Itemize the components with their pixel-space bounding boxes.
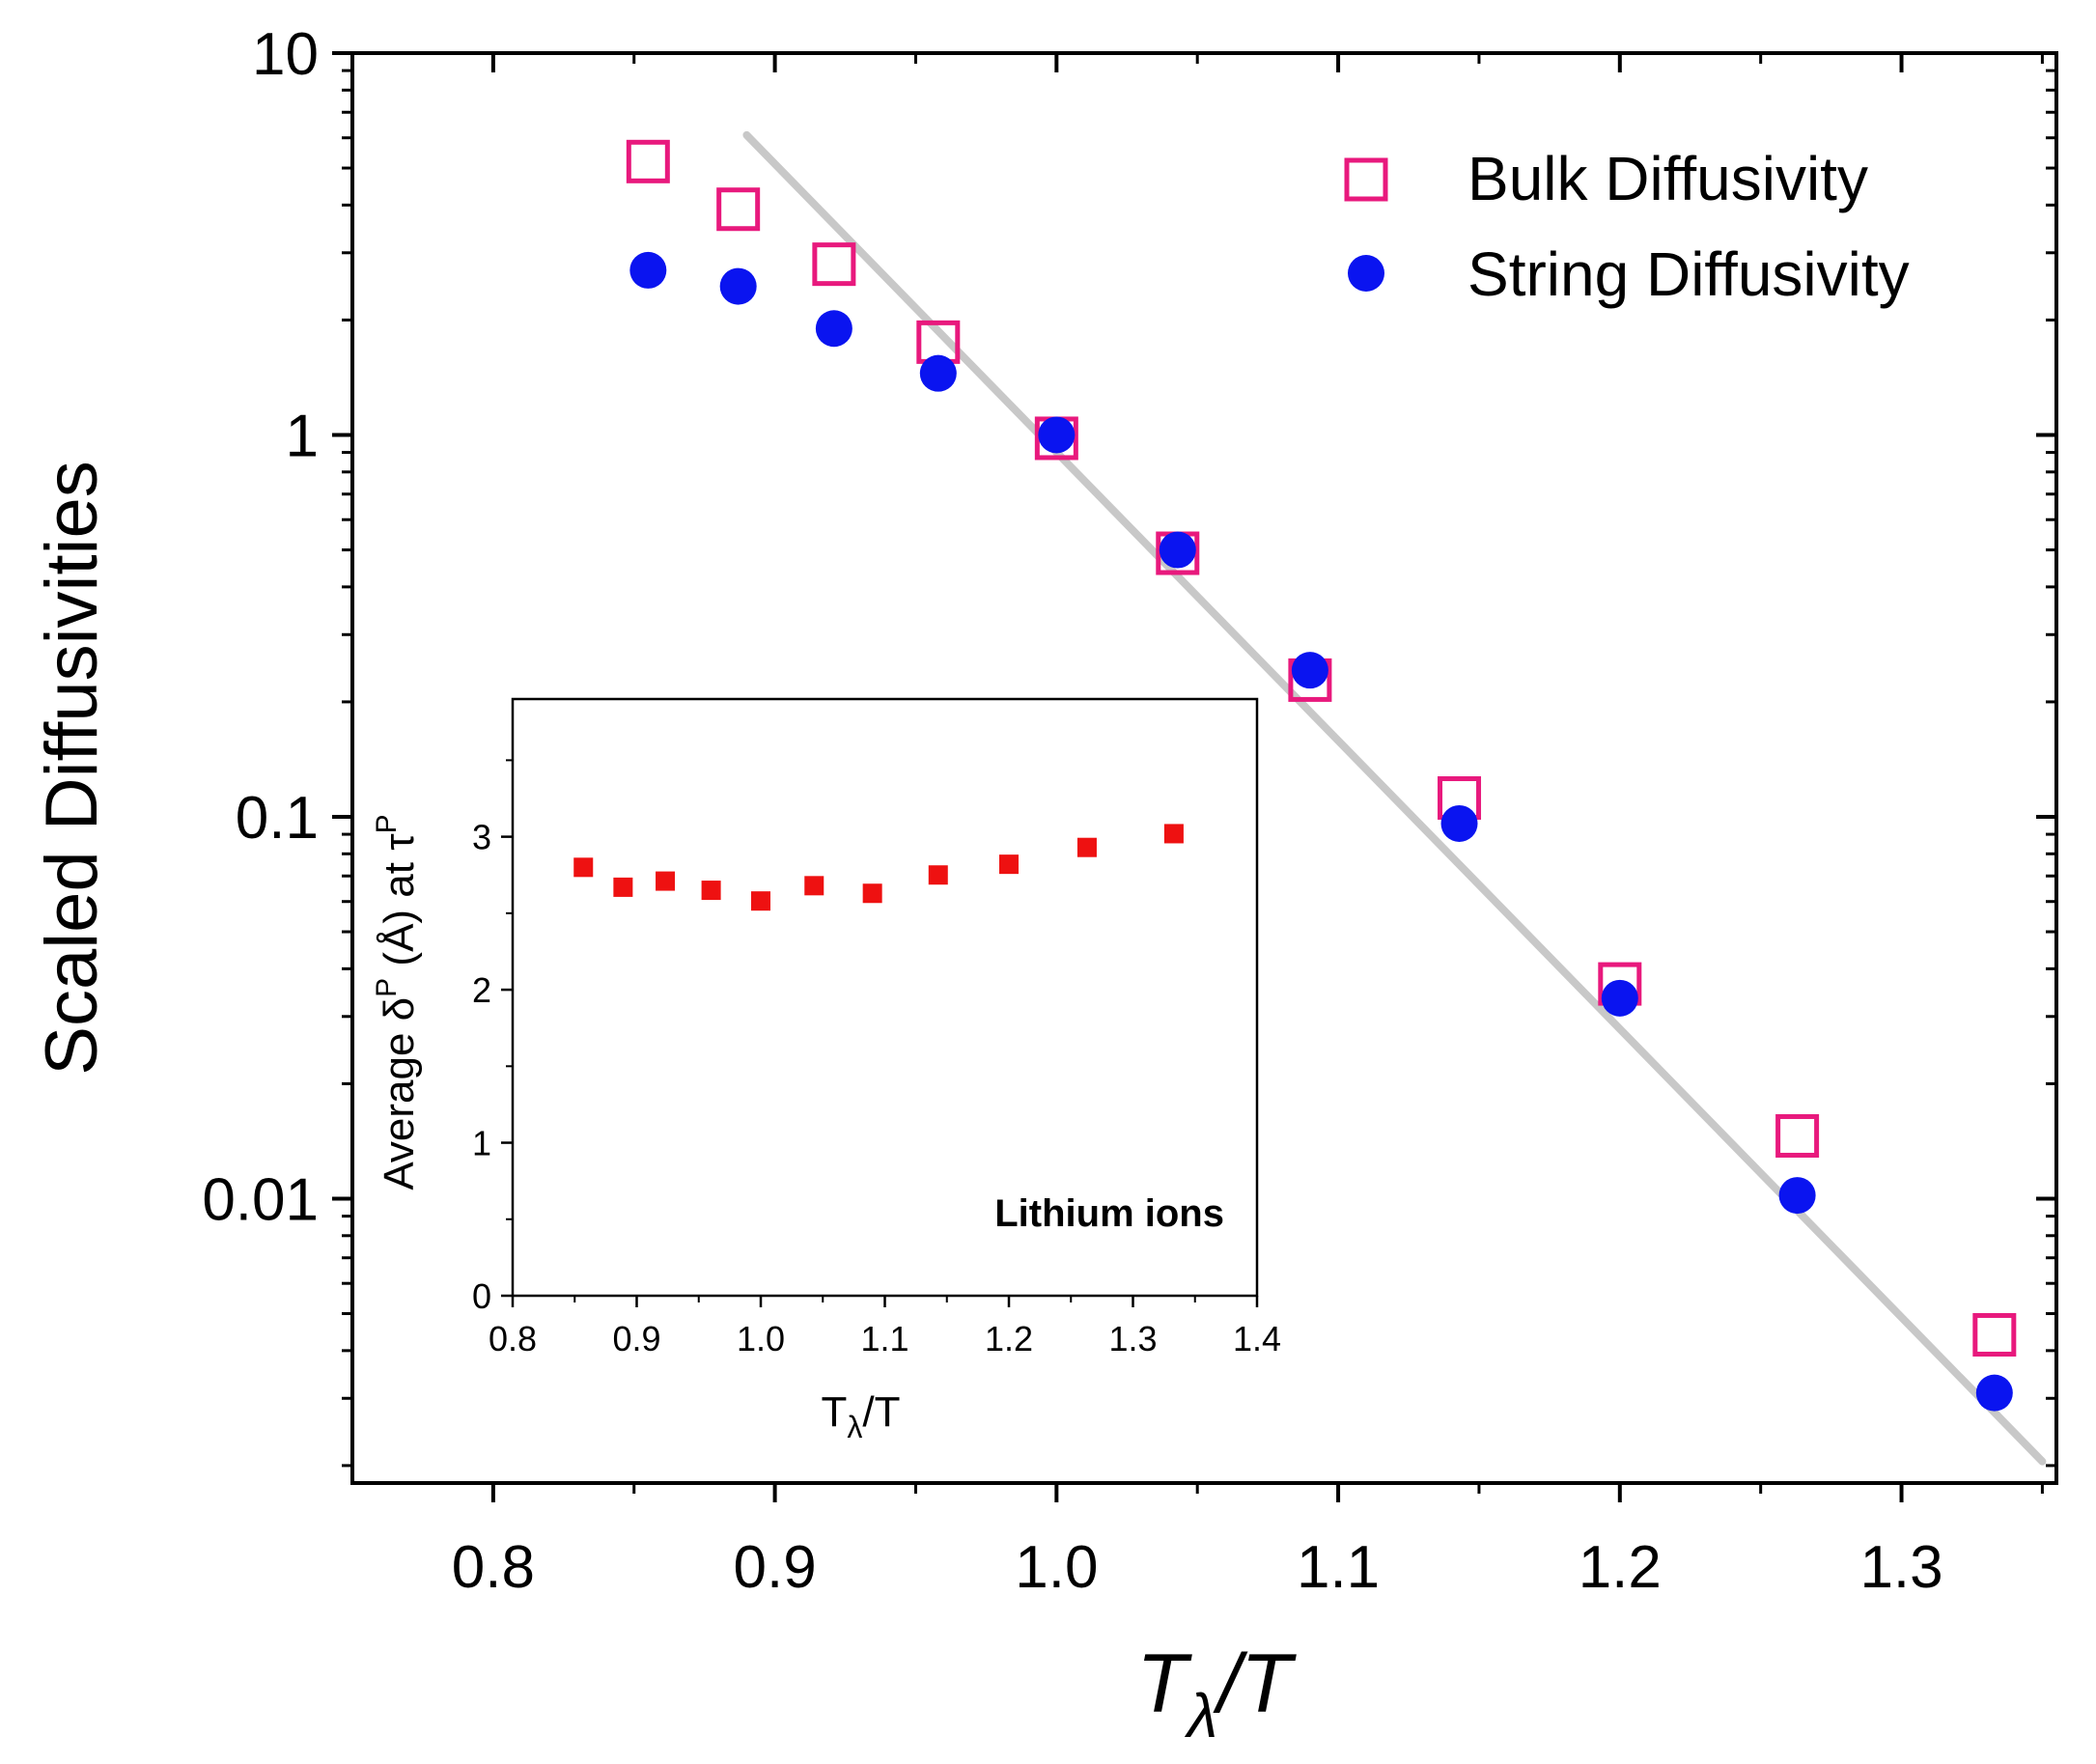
string-point	[919, 354, 957, 392]
x-axis-label-tail: /T	[1213, 1638, 1297, 1730]
bulk-point	[716, 187, 761, 232]
x-tick-label: 1.3	[1859, 1534, 1942, 1601]
inset-y-label-sup2: P	[371, 814, 403, 833]
inset-y-tick-label: 2	[472, 970, 491, 1010]
legend-label-string: String Diffusivity	[1467, 239, 1910, 309]
inset-x-label-sub: λ	[847, 1410, 862, 1444]
inset-x-tick-label: 1.4	[1233, 1319, 1281, 1358]
inset-point	[613, 877, 633, 897]
x-axis-label-sub: λ	[1185, 1681, 1218, 1750]
main-plot-frame	[350, 51, 2058, 1485]
string-point	[1975, 1374, 2013, 1412]
string-point	[629, 251, 667, 289]
inset-y-tick-label: 0	[472, 1276, 491, 1316]
legend: Bulk Diffusivity String Diffusivity	[1344, 144, 1910, 309]
string-point	[1291, 652, 1328, 689]
inset-x-tick-label: 1.1	[860, 1319, 908, 1358]
string-point	[1778, 1177, 1816, 1215]
x-tick-label: 1.2	[1579, 1534, 1662, 1601]
bulk-point	[812, 242, 856, 287]
inset-point	[573, 857, 594, 878]
inset-y-tick-label: 3	[472, 818, 491, 857]
inset-point	[804, 876, 824, 896]
x-axis-label-main: T	[1136, 1638, 1192, 1730]
series-string-diffusivity	[629, 251, 2013, 1412]
inset-y-axis-label: Average δP (Å) at τP	[371, 814, 423, 1190]
y-axis-label-group: Scaled Diffusivities	[31, 461, 113, 1075]
inset-point	[928, 865, 948, 885]
string-point	[1601, 979, 1638, 1017]
y-axis-label: Scaled Diffusivities	[31, 461, 113, 1075]
inset-x-tick-label: 0.8	[489, 1319, 537, 1358]
y-tick-label: 10	[252, 21, 319, 88]
inset-y-axis-label-group: Average δP (Å) at τP	[371, 814, 423, 1190]
inset-point	[999, 854, 1019, 875]
x-tick-label: 1.0	[1015, 1534, 1098, 1601]
bulk-point	[626, 139, 670, 183]
string-point	[719, 267, 757, 305]
x-tick-label: 0.9	[734, 1534, 817, 1601]
bulk-point	[1972, 1312, 2017, 1357]
inset-point	[701, 881, 721, 901]
inset-y-label-mid: (Å) at τ	[376, 833, 423, 978]
y-tick-label: 0.01	[202, 1166, 319, 1233]
y-tick-label: 1	[286, 403, 319, 469]
string-point	[1159, 531, 1196, 569]
inset-point	[1076, 837, 1097, 857]
legend-label-bulk: Bulk Diffusivity	[1467, 144, 1868, 213]
inset-point	[656, 871, 676, 891]
inset-x-tick-label: 0.9	[612, 1319, 660, 1358]
x-tick-label: 1.1	[1297, 1534, 1380, 1601]
y-tick-label: 0.1	[236, 785, 319, 852]
x-axis-label: Tλ/T	[1136, 1638, 1297, 1750]
inset-series-lithium	[573, 824, 1184, 911]
main-plot-area	[626, 130, 2047, 1466]
inset-annotation: Lithium ions	[994, 1192, 1224, 1235]
x-tick-label: 0.8	[452, 1534, 535, 1601]
inset-x-tick-label: 1.0	[737, 1319, 785, 1358]
inset-point	[1163, 824, 1184, 844]
inset-x-tick-label: 1.2	[985, 1319, 1033, 1358]
string-point	[1038, 416, 1076, 454]
string-point	[815, 310, 852, 348]
legend-marker-bulk	[1344, 157, 1388, 202]
inset-x-label-main: T	[822, 1388, 848, 1436]
fit-line	[742, 130, 2047, 1466]
inset-y-label-prefix: Average δ	[376, 997, 423, 1190]
inset-x-tick-label: 1.3	[1108, 1319, 1157, 1358]
inset-point	[862, 883, 882, 904]
inset-x-label-tail: /T	[862, 1388, 900, 1436]
legend-marker-string	[1348, 255, 1384, 292]
inset-point	[751, 891, 770, 911]
inset-y-label-sup1: P	[371, 978, 403, 997]
inset-x-axis-label: Tλ/T	[822, 1388, 901, 1444]
string-point	[1440, 804, 1478, 842]
inset-chart: 0.8 0.9 1.0 1.1 1.2 1.3 1.4 0 1 2 3 Lithium ions Tλ/…	[371, 697, 1281, 1444]
bulk-point	[1775, 1113, 1820, 1158]
inset-y-tick-label: 1	[472, 1124, 491, 1163]
